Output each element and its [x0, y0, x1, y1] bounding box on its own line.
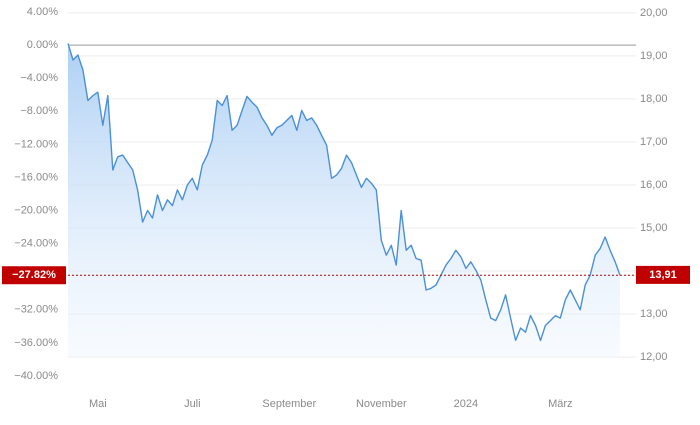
x-tick-label: 2024 — [454, 398, 478, 410]
reference-label: −27.82% — [12, 269, 56, 281]
y2-tick-label: 17,00 — [640, 136, 668, 148]
line — [67, 43, 621, 342]
y2-tick-label: 18,00 — [640, 93, 668, 105]
y2-tick-label: 13,00 — [640, 308, 668, 320]
y2-tick-label: 12,00 — [640, 351, 668, 363]
x-tick-label: März — [548, 398, 572, 410]
y-tick-label: −36.00% — [14, 337, 58, 349]
reference-box — [636, 265, 690, 284]
y-tick-label: 0.00% — [27, 39, 58, 51]
y-tick-label: −24.00% — [14, 238, 58, 250]
reference-box — [2, 266, 66, 285]
x-tick-label: Juli — [184, 398, 201, 410]
y-tick-label: 4.00% — [27, 6, 58, 18]
y2-tick-label: 20,00 — [640, 7, 668, 19]
y-tick-label: −40.00% — [14, 370, 58, 382]
area — [68, 43, 620, 358]
y-tick-label: −4.00% — [20, 72, 58, 84]
x-tick-label: September — [262, 398, 316, 410]
y-tick-label: −20.00% — [14, 204, 58, 216]
y-tick-label: −16.00% — [14, 171, 58, 183]
y-tick-label: −8.00% — [20, 105, 58, 117]
y-tick-label: −32.00% — [14, 304, 58, 316]
x-tick-label: Mai — [89, 398, 107, 410]
y-tick-label: −12.00% — [14, 138, 58, 150]
x-tick-label: November — [356, 398, 407, 410]
reference-label: 13,91 — [649, 269, 677, 281]
y2-tick-label: 16,00 — [640, 179, 668, 191]
y2-tick-label: 15,00 — [640, 222, 668, 234]
y2-tick-label: 19,00 — [640, 50, 668, 62]
